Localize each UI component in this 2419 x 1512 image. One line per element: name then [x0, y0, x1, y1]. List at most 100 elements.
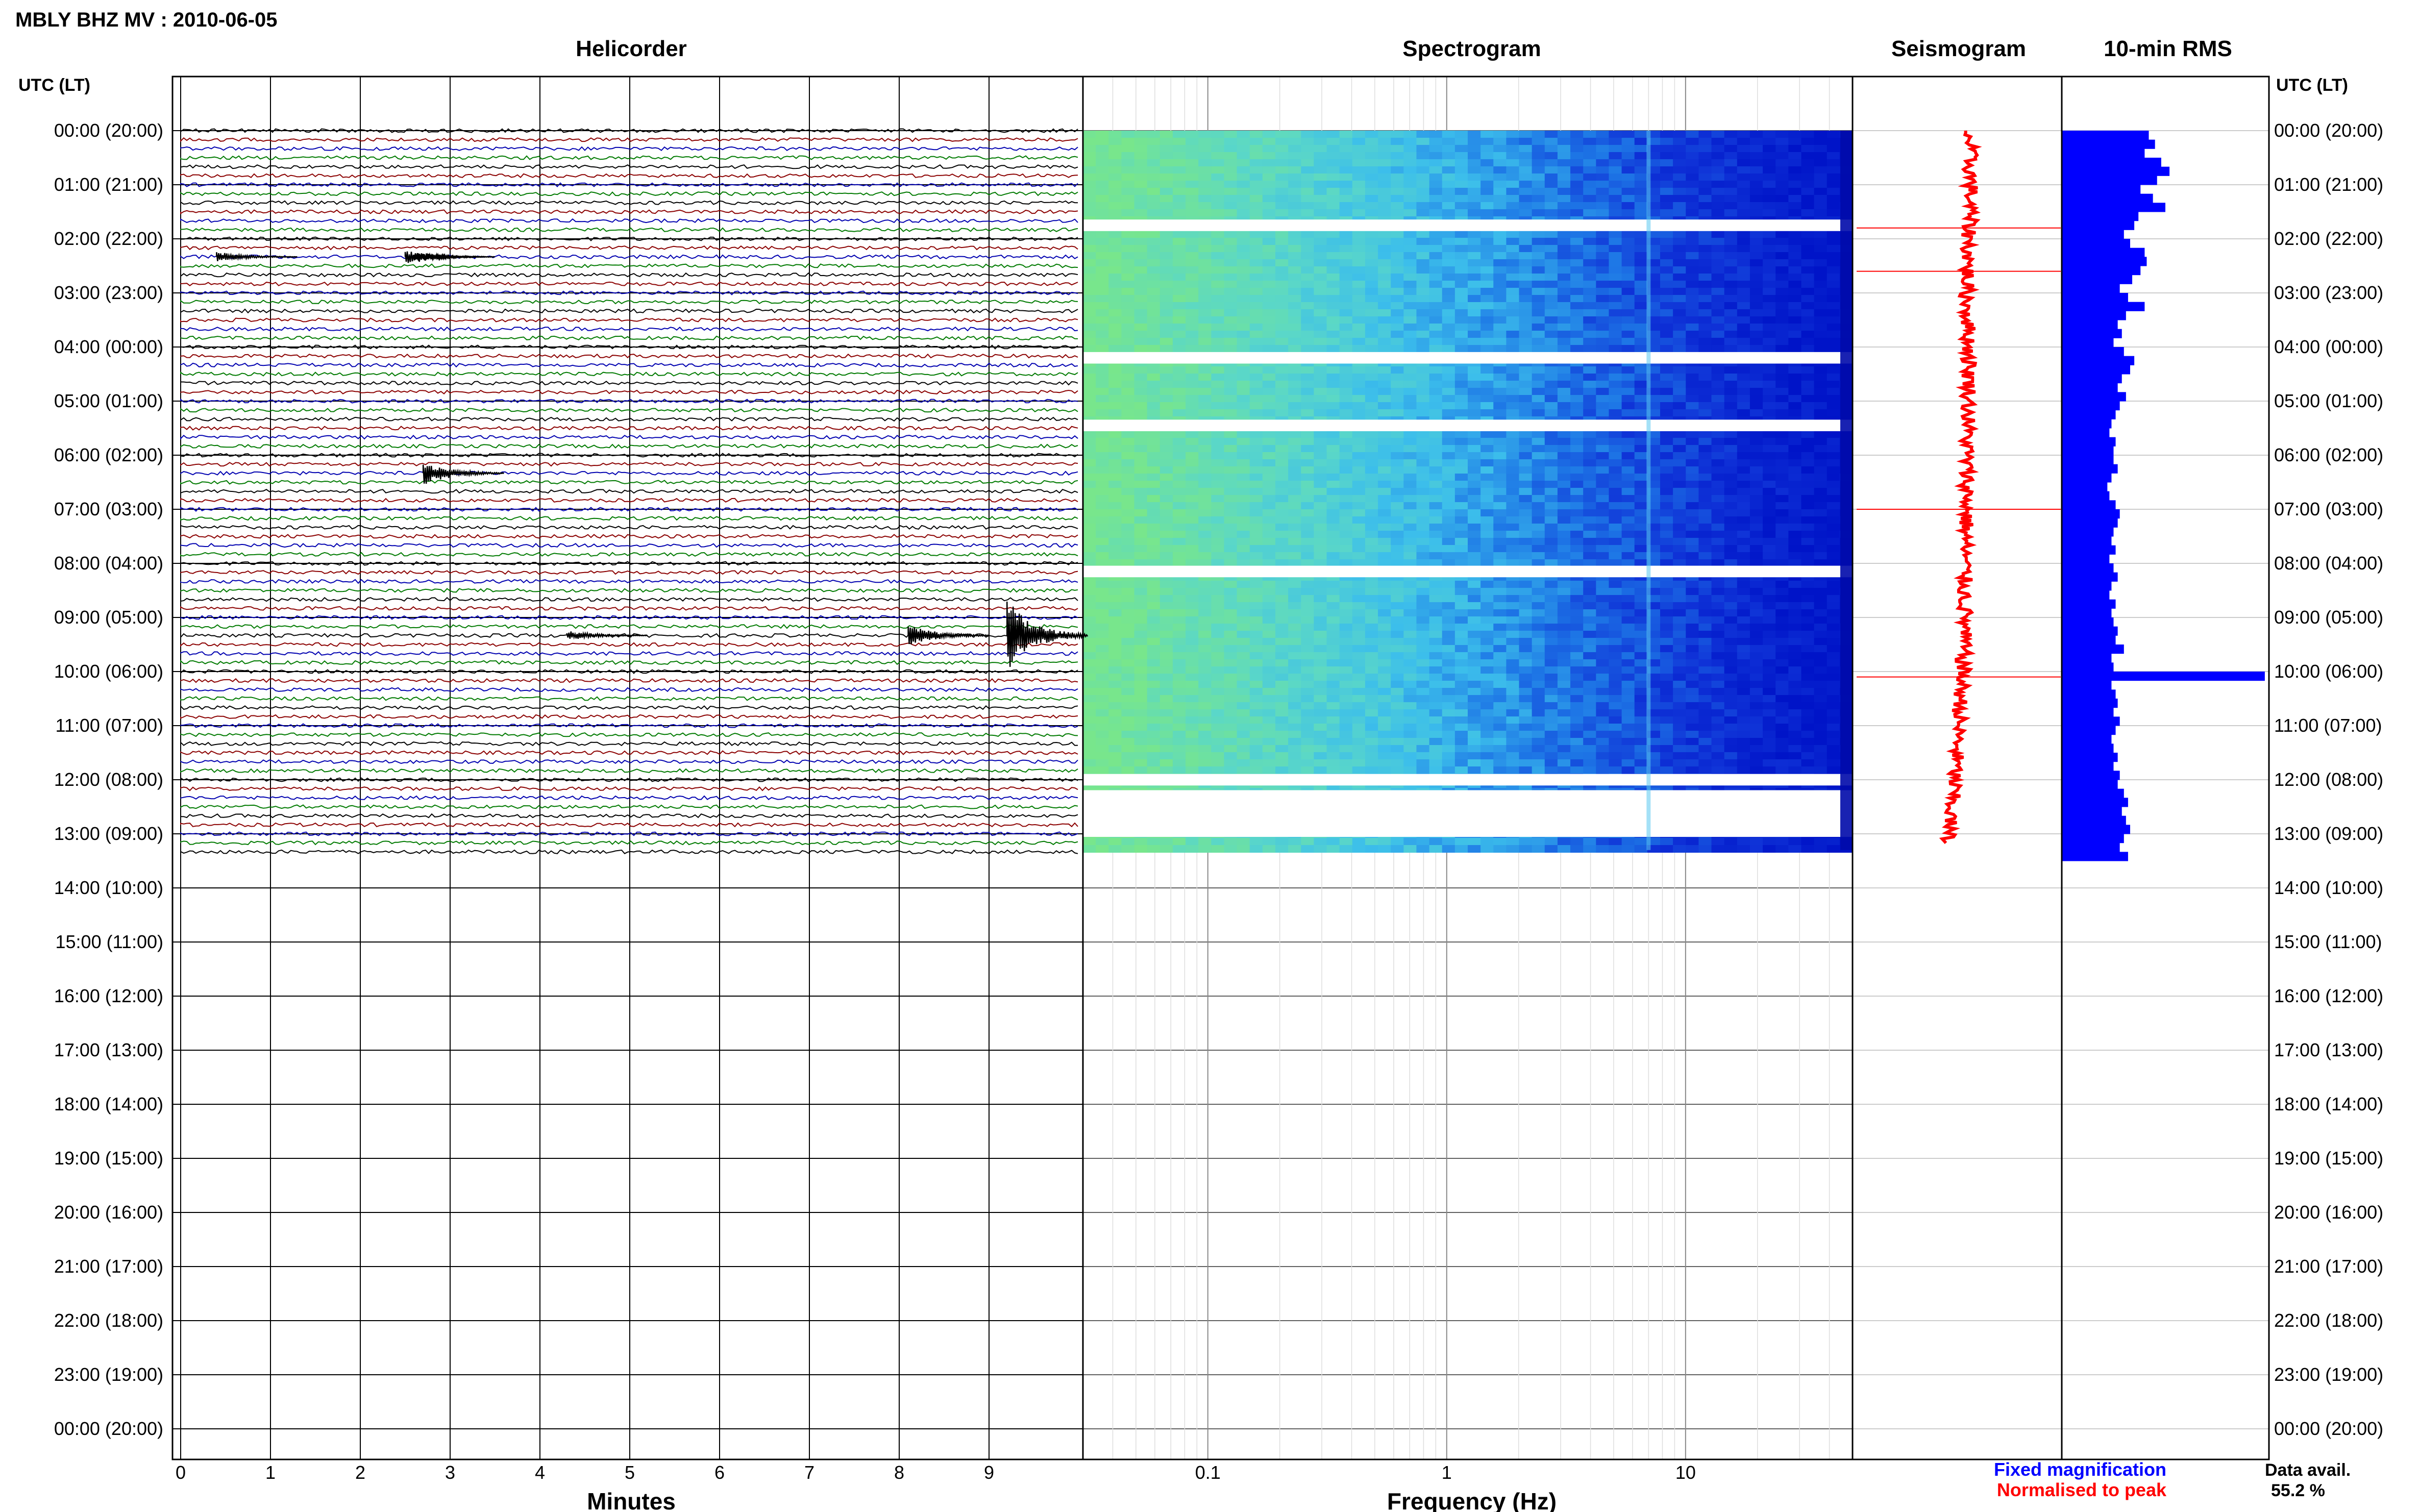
spectrogram-cell	[1211, 631, 1225, 638]
spectrogram-cell	[1609, 138, 1622, 145]
spectrogram-cell	[1121, 474, 1135, 481]
spectrogram-cell	[1249, 245, 1263, 253]
spectrogram-cell	[1775, 331, 1789, 338]
spectrogram-cell	[1647, 402, 1661, 410]
spectrogram-cell	[1711, 166, 1725, 174]
spectrogram-cell	[1301, 616, 1315, 624]
spectrogram-cell	[1159, 281, 1173, 288]
spectrogram-cell	[1775, 166, 1789, 174]
spectrogram-cell	[1186, 659, 1199, 667]
spectrogram-cell	[1365, 231, 1379, 238]
spectrogram-cell	[1391, 159, 1404, 167]
spectrogram-cell	[1788, 652, 1802, 660]
spectrogram-cell	[1442, 266, 1455, 274]
spectrogram-cell	[1673, 166, 1687, 174]
spectrogram-cell	[1647, 152, 1661, 160]
spectrogram-cell	[1454, 488, 1468, 495]
spectrogram-cell	[1686, 688, 1699, 696]
spectrogram-cell	[1391, 209, 1404, 217]
spectrogram-cell	[1275, 181, 1289, 188]
spectrogram-cell	[1442, 524, 1455, 531]
spectrogram-cell	[1660, 331, 1674, 338]
spectrogram-cell	[1249, 681, 1263, 688]
spectrogram-cell	[1352, 138, 1366, 145]
spectrogram-cell	[1262, 266, 1276, 274]
spectrogram-cell	[1660, 309, 1674, 317]
spectrogram-cell	[1211, 209, 1225, 217]
spectrogram-cell	[1711, 466, 1725, 474]
spectrogram-cell	[1275, 681, 1289, 688]
spectrogram-cell	[1621, 695, 1635, 703]
spectrogram-cell	[1134, 645, 1148, 653]
spectrogram-cell	[1442, 388, 1455, 395]
spectrogram-cell	[1211, 588, 1225, 596]
spectrogram-cell	[1108, 645, 1122, 653]
spectrogram-cell	[1493, 181, 1507, 188]
spectrogram-cell	[1172, 309, 1187, 317]
spectrogram-cell	[1621, 645, 1635, 653]
spectrogram-cell	[1172, 695, 1187, 703]
spectrogram-cell	[1249, 674, 1263, 681]
spectrogram-cell	[1429, 531, 1443, 538]
spectrogram-cell	[1647, 302, 1661, 310]
spectrogram-cell	[1493, 502, 1507, 510]
spectrogram-cell	[1506, 366, 1520, 374]
spectrogram-cell	[1391, 381, 1404, 388]
spectrogram-cell	[1763, 166, 1776, 174]
spectrogram-cell	[1826, 195, 1840, 203]
spectrogram-cell	[1454, 209, 1468, 217]
spectrogram-cell	[1249, 395, 1263, 403]
spectrogram-cell	[1416, 681, 1430, 688]
spectrogram-cell	[1698, 338, 1712, 345]
spectrogram-cell	[1301, 645, 1315, 653]
spectrogram-cell	[1544, 131, 1558, 138]
spectrogram-cell	[1634, 166, 1648, 174]
spectrogram-cell	[1763, 338, 1776, 345]
spectrogram-cell	[1763, 366, 1776, 374]
spectrogram-cell	[1660, 524, 1674, 531]
spectrogram-cell	[1083, 252, 1097, 260]
spectrogram-cell	[1532, 374, 1545, 381]
spectrogram-cell	[1442, 288, 1455, 295]
spectrogram-cell	[1596, 659, 1610, 667]
spectrogram-cell	[1249, 645, 1263, 653]
spectrogram-cell	[1621, 388, 1635, 395]
spectrogram-cell	[1365, 702, 1379, 710]
spectrogram-cell	[1826, 681, 1840, 688]
spectrogram-cell	[1621, 366, 1635, 374]
spectrogram-cell	[1186, 381, 1199, 388]
spectrogram-cell	[1275, 602, 1289, 610]
spectrogram-cell	[1698, 616, 1712, 624]
spectrogram-cell	[1647, 388, 1661, 395]
spectrogram-cell	[1442, 652, 1455, 660]
spectrogram-cell	[1724, 588, 1738, 596]
spectrogram-cell	[1147, 381, 1161, 388]
spectrogram-cell	[1698, 524, 1712, 531]
spectrogram-cell	[1186, 195, 1199, 203]
spectrogram-cell	[1134, 188, 1148, 195]
spectrogram-cell	[1493, 131, 1507, 138]
spectrogram-cell	[1698, 645, 1712, 653]
spectrogram-cell	[1454, 173, 1468, 181]
spectrogram-cell	[1096, 688, 1109, 696]
spectrogram-cell	[1314, 431, 1327, 438]
spectrogram-cell	[1519, 609, 1533, 617]
spectrogram-cell	[1108, 195, 1122, 203]
spectrogram-cell	[1698, 459, 1712, 467]
spectrogram-cell	[1121, 331, 1135, 338]
spectrogram-cell	[1763, 552, 1776, 560]
spectrogram-cell	[1237, 309, 1250, 317]
spectrogram-cell	[1275, 195, 1289, 203]
spectrogram-cell	[1237, 324, 1250, 331]
spectrogram-cell	[1493, 616, 1507, 624]
spectrogram-cell	[1544, 281, 1558, 288]
spectrogram-cell	[1749, 481, 1764, 488]
spectrogram-cell	[1519, 431, 1533, 438]
spectrogram-cell	[1186, 281, 1199, 288]
spectrogram-cell	[1159, 316, 1173, 324]
spectrogram-cell	[1224, 302, 1238, 310]
spectrogram-cell	[1557, 695, 1571, 703]
spectrogram-cell	[1186, 274, 1199, 281]
spectrogram-cell	[1673, 266, 1687, 274]
spectrogram-cell	[1378, 366, 1392, 374]
